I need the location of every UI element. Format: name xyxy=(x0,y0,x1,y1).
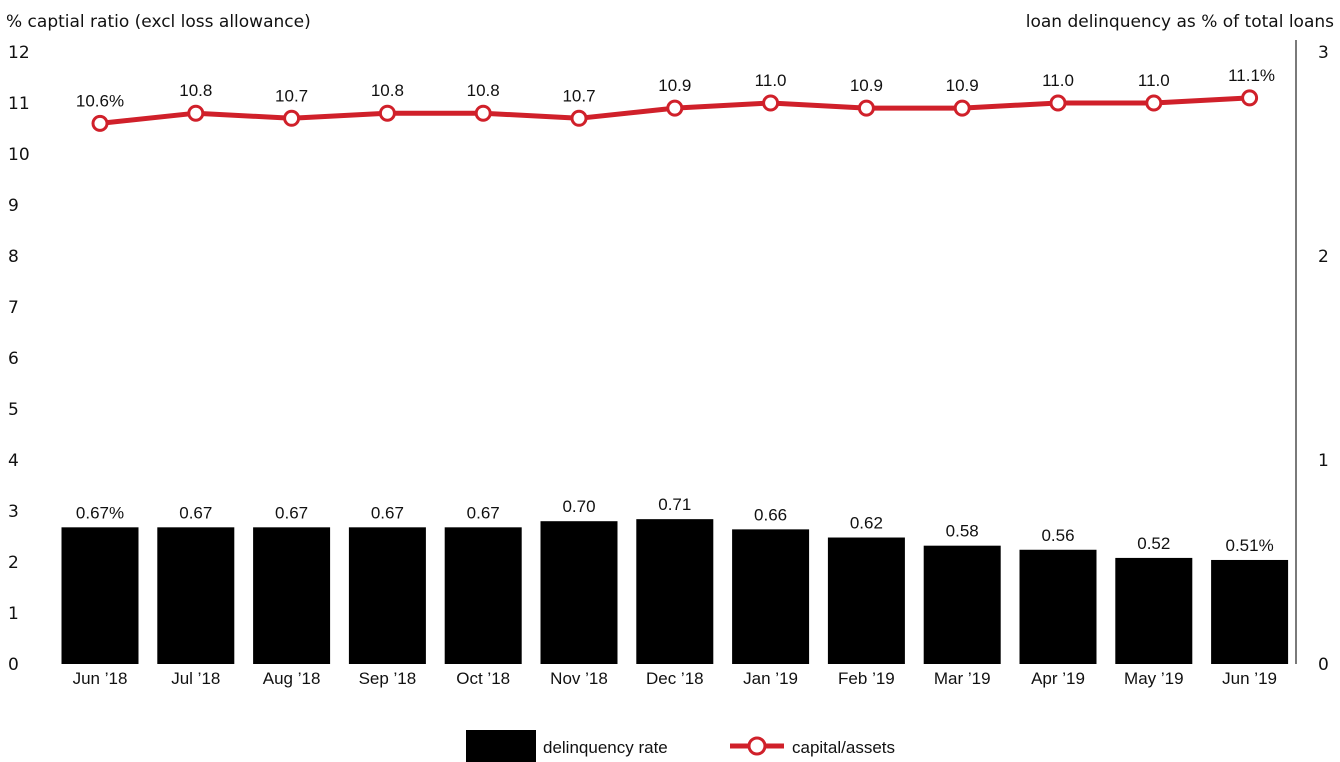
left-tick-label: 5 xyxy=(8,400,19,420)
capital-assets-data-label: 10.9 xyxy=(946,76,979,95)
right-tick-label: 3 xyxy=(1318,43,1329,63)
delinquency-data-label: 0.67 xyxy=(179,503,212,522)
capital-assets-marker xyxy=(666,99,684,117)
right-axis: 0 1 2 3 xyxy=(1318,43,1329,675)
delinquency-labels: 0.67% 0.67 0.67 0.67 0.67 0.70 0.71 0.66 0.62 0.5… xyxy=(76,495,1274,555)
left-tick-label: 2 xyxy=(8,553,19,573)
left-tick-label: 12 xyxy=(8,43,30,63)
capital-assets-marker xyxy=(1241,89,1259,107)
left-tick-label: 11 xyxy=(8,94,30,114)
legend-label-capital-assets: capital/assets xyxy=(792,738,895,757)
delinquency-data-label: 0.58 xyxy=(946,522,979,541)
left-tick-label: 10 xyxy=(8,145,30,165)
capital-assets-marker xyxy=(1049,94,1067,112)
delinquency-bar xyxy=(1115,557,1193,664)
delinquency-bar xyxy=(732,529,810,664)
x-tick-label: Mar ’19 xyxy=(934,669,991,688)
delinquency-bar xyxy=(444,527,522,664)
delinquency-bar xyxy=(923,545,1001,664)
capital-assets-data-label: 10.8 xyxy=(371,81,404,100)
x-tick-label: Sep ’18 xyxy=(359,669,417,688)
right-axis-title: loan delinquency as % of total loans xyxy=(1026,12,1334,32)
left-tick-label: 9 xyxy=(8,196,19,216)
delinquency-data-label: 0.67 xyxy=(275,503,308,522)
capital-assets-data-label: 10.7 xyxy=(562,86,595,105)
delinquency-bar xyxy=(61,527,139,664)
delinquency-data-label: 0.66 xyxy=(754,505,787,524)
legend-swatch-capital-assets-marker xyxy=(747,736,767,756)
delinquency-data-label: 0.70 xyxy=(562,497,595,516)
delinquency-data-label: 0.71 xyxy=(658,495,691,514)
delinquency-bars xyxy=(61,519,1289,664)
capital-assets-marker xyxy=(953,99,971,117)
delinquency-data-label: 0.56 xyxy=(1041,526,1074,545)
delinquency-bar xyxy=(253,527,331,664)
capital-assets-data-label: 11.0 xyxy=(1042,71,1074,90)
x-tick-label: Jan ’19 xyxy=(743,669,798,688)
left-tick-label: 4 xyxy=(8,451,19,471)
left-tick-label: 8 xyxy=(8,247,19,267)
capital-assets-marker xyxy=(283,109,301,127)
x-tick-label: Apr ’19 xyxy=(1031,669,1085,688)
x-tick-label: Oct ’18 xyxy=(456,669,510,688)
right-tick-label: 0 xyxy=(1318,655,1329,675)
capital-assets-data-label: 11.0 xyxy=(1138,71,1170,90)
right-tick-label: 1 xyxy=(1318,451,1329,471)
legend-label-delinquency-rate: delinquency rate xyxy=(543,738,668,757)
capital-assets-data-label: 10.7 xyxy=(275,86,308,105)
delinquency-bar xyxy=(1019,549,1097,664)
delinquency-bar xyxy=(1211,559,1289,664)
x-tick-label: Nov ’18 xyxy=(550,669,608,688)
delinquency-data-label: 0.67 xyxy=(467,503,500,522)
x-tick-label: Dec ’18 xyxy=(646,669,704,688)
capital-assets-data-label: 10.8 xyxy=(179,81,212,100)
legend-swatch-delinquency-rate xyxy=(466,730,536,762)
left-axis-title: % captial ratio (excl loss allowance) xyxy=(6,12,311,32)
left-tick-label: 3 xyxy=(8,502,19,522)
delinquency-data-label: 0.67 xyxy=(371,503,404,522)
x-tick-label: Jul ’18 xyxy=(171,669,220,688)
x-axis-labels: Jun ’18 Jul ’18 Aug ’18 Sep ’18 Oct ’18 Nov ’… xyxy=(73,669,1277,688)
left-tick-label: 0 xyxy=(8,655,19,675)
capital-assets-data-label: 10.9 xyxy=(658,76,691,95)
x-tick-label: Feb ’19 xyxy=(838,669,895,688)
capital-assets-marker xyxy=(1145,94,1163,112)
capital-assets-marker xyxy=(187,104,205,122)
x-tick-label: May ’19 xyxy=(1124,669,1184,688)
capital-assets-marker xyxy=(378,104,396,122)
capital-assets-data-label: 10.6% xyxy=(76,91,124,110)
legend: delinquency rate capital/assets xyxy=(466,730,895,762)
x-tick-label: Aug ’18 xyxy=(263,669,321,688)
capital-assets-data-label: 10.9 xyxy=(850,76,883,95)
capital-line xyxy=(91,89,1259,132)
delinquency-bar xyxy=(827,537,905,664)
delinquency-data-label: 0.52 xyxy=(1137,534,1170,553)
capital-assets-marker xyxy=(570,109,588,127)
capital-assets-marker xyxy=(91,114,109,132)
left-tick-label: 7 xyxy=(8,298,19,318)
capital-assets-marker xyxy=(857,99,875,117)
capital-assets-data-label: 11.1% xyxy=(1228,66,1275,85)
x-tick-label: Jun ’18 xyxy=(73,669,128,688)
capital-assets-data-label: 10.8 xyxy=(467,81,500,100)
delinquency-data-label: 0.51% xyxy=(1225,536,1273,555)
delinquency-bar xyxy=(636,519,714,664)
right-tick-label: 2 xyxy=(1318,247,1329,267)
delinquency-bar xyxy=(348,527,426,664)
x-tick-label: Jun ’19 xyxy=(1222,669,1277,688)
capital-assets-data-label: 11.0 xyxy=(755,71,787,90)
delinquency-bar xyxy=(540,521,618,664)
capital-assets-marker xyxy=(474,104,492,122)
delinquency-bar xyxy=(157,527,235,664)
left-tick-label: 6 xyxy=(8,349,19,369)
delinquency-data-label: 0.62 xyxy=(850,514,883,533)
capital-assets-marker xyxy=(762,94,780,112)
left-tick-label: 1 xyxy=(8,604,19,624)
capital-labels: 10.6% 10.8 10.7 10.8 10.8 10.7 10.9 11.0 10.9 10.… xyxy=(76,66,1275,111)
delinquency-data-label: 0.67% xyxy=(76,503,124,522)
